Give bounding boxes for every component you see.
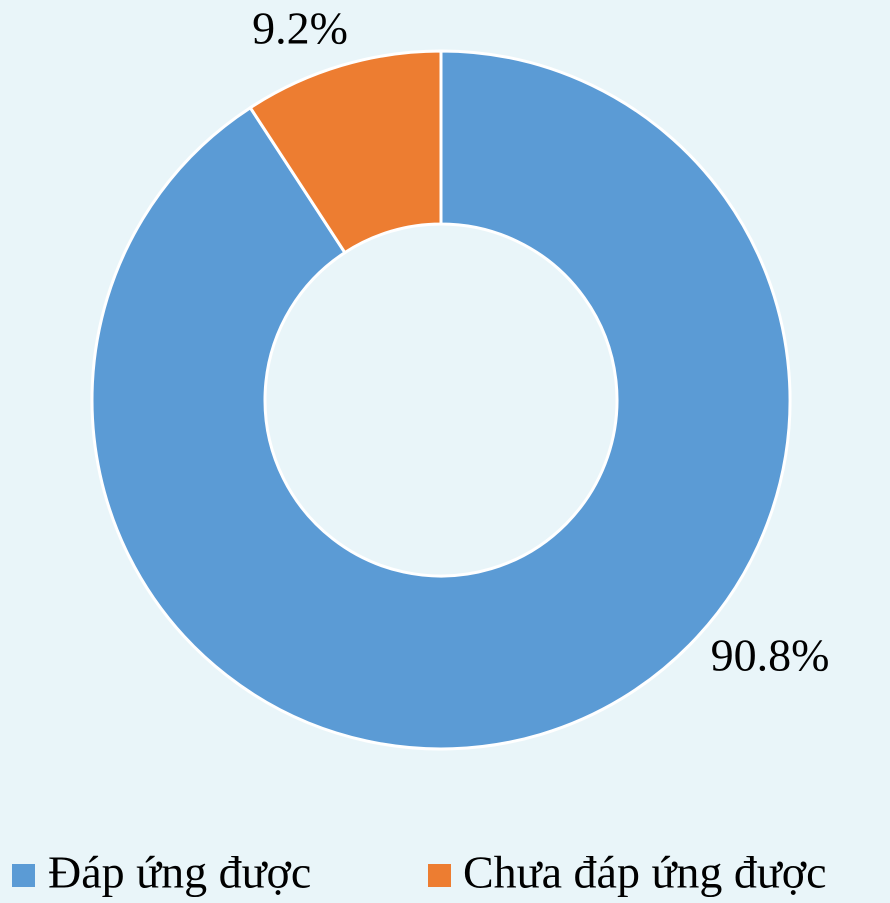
donut-slice [248,49,443,255]
data-label: 9.2% [252,3,348,54]
data-label: 90.8% [711,630,830,681]
legend-swatch [12,864,35,887]
legend-label: Đáp ứng được [48,847,311,898]
legend-label: Chưa đáp ứng được [463,847,827,898]
legend-swatch [428,864,451,887]
donut-slice [90,49,792,751]
